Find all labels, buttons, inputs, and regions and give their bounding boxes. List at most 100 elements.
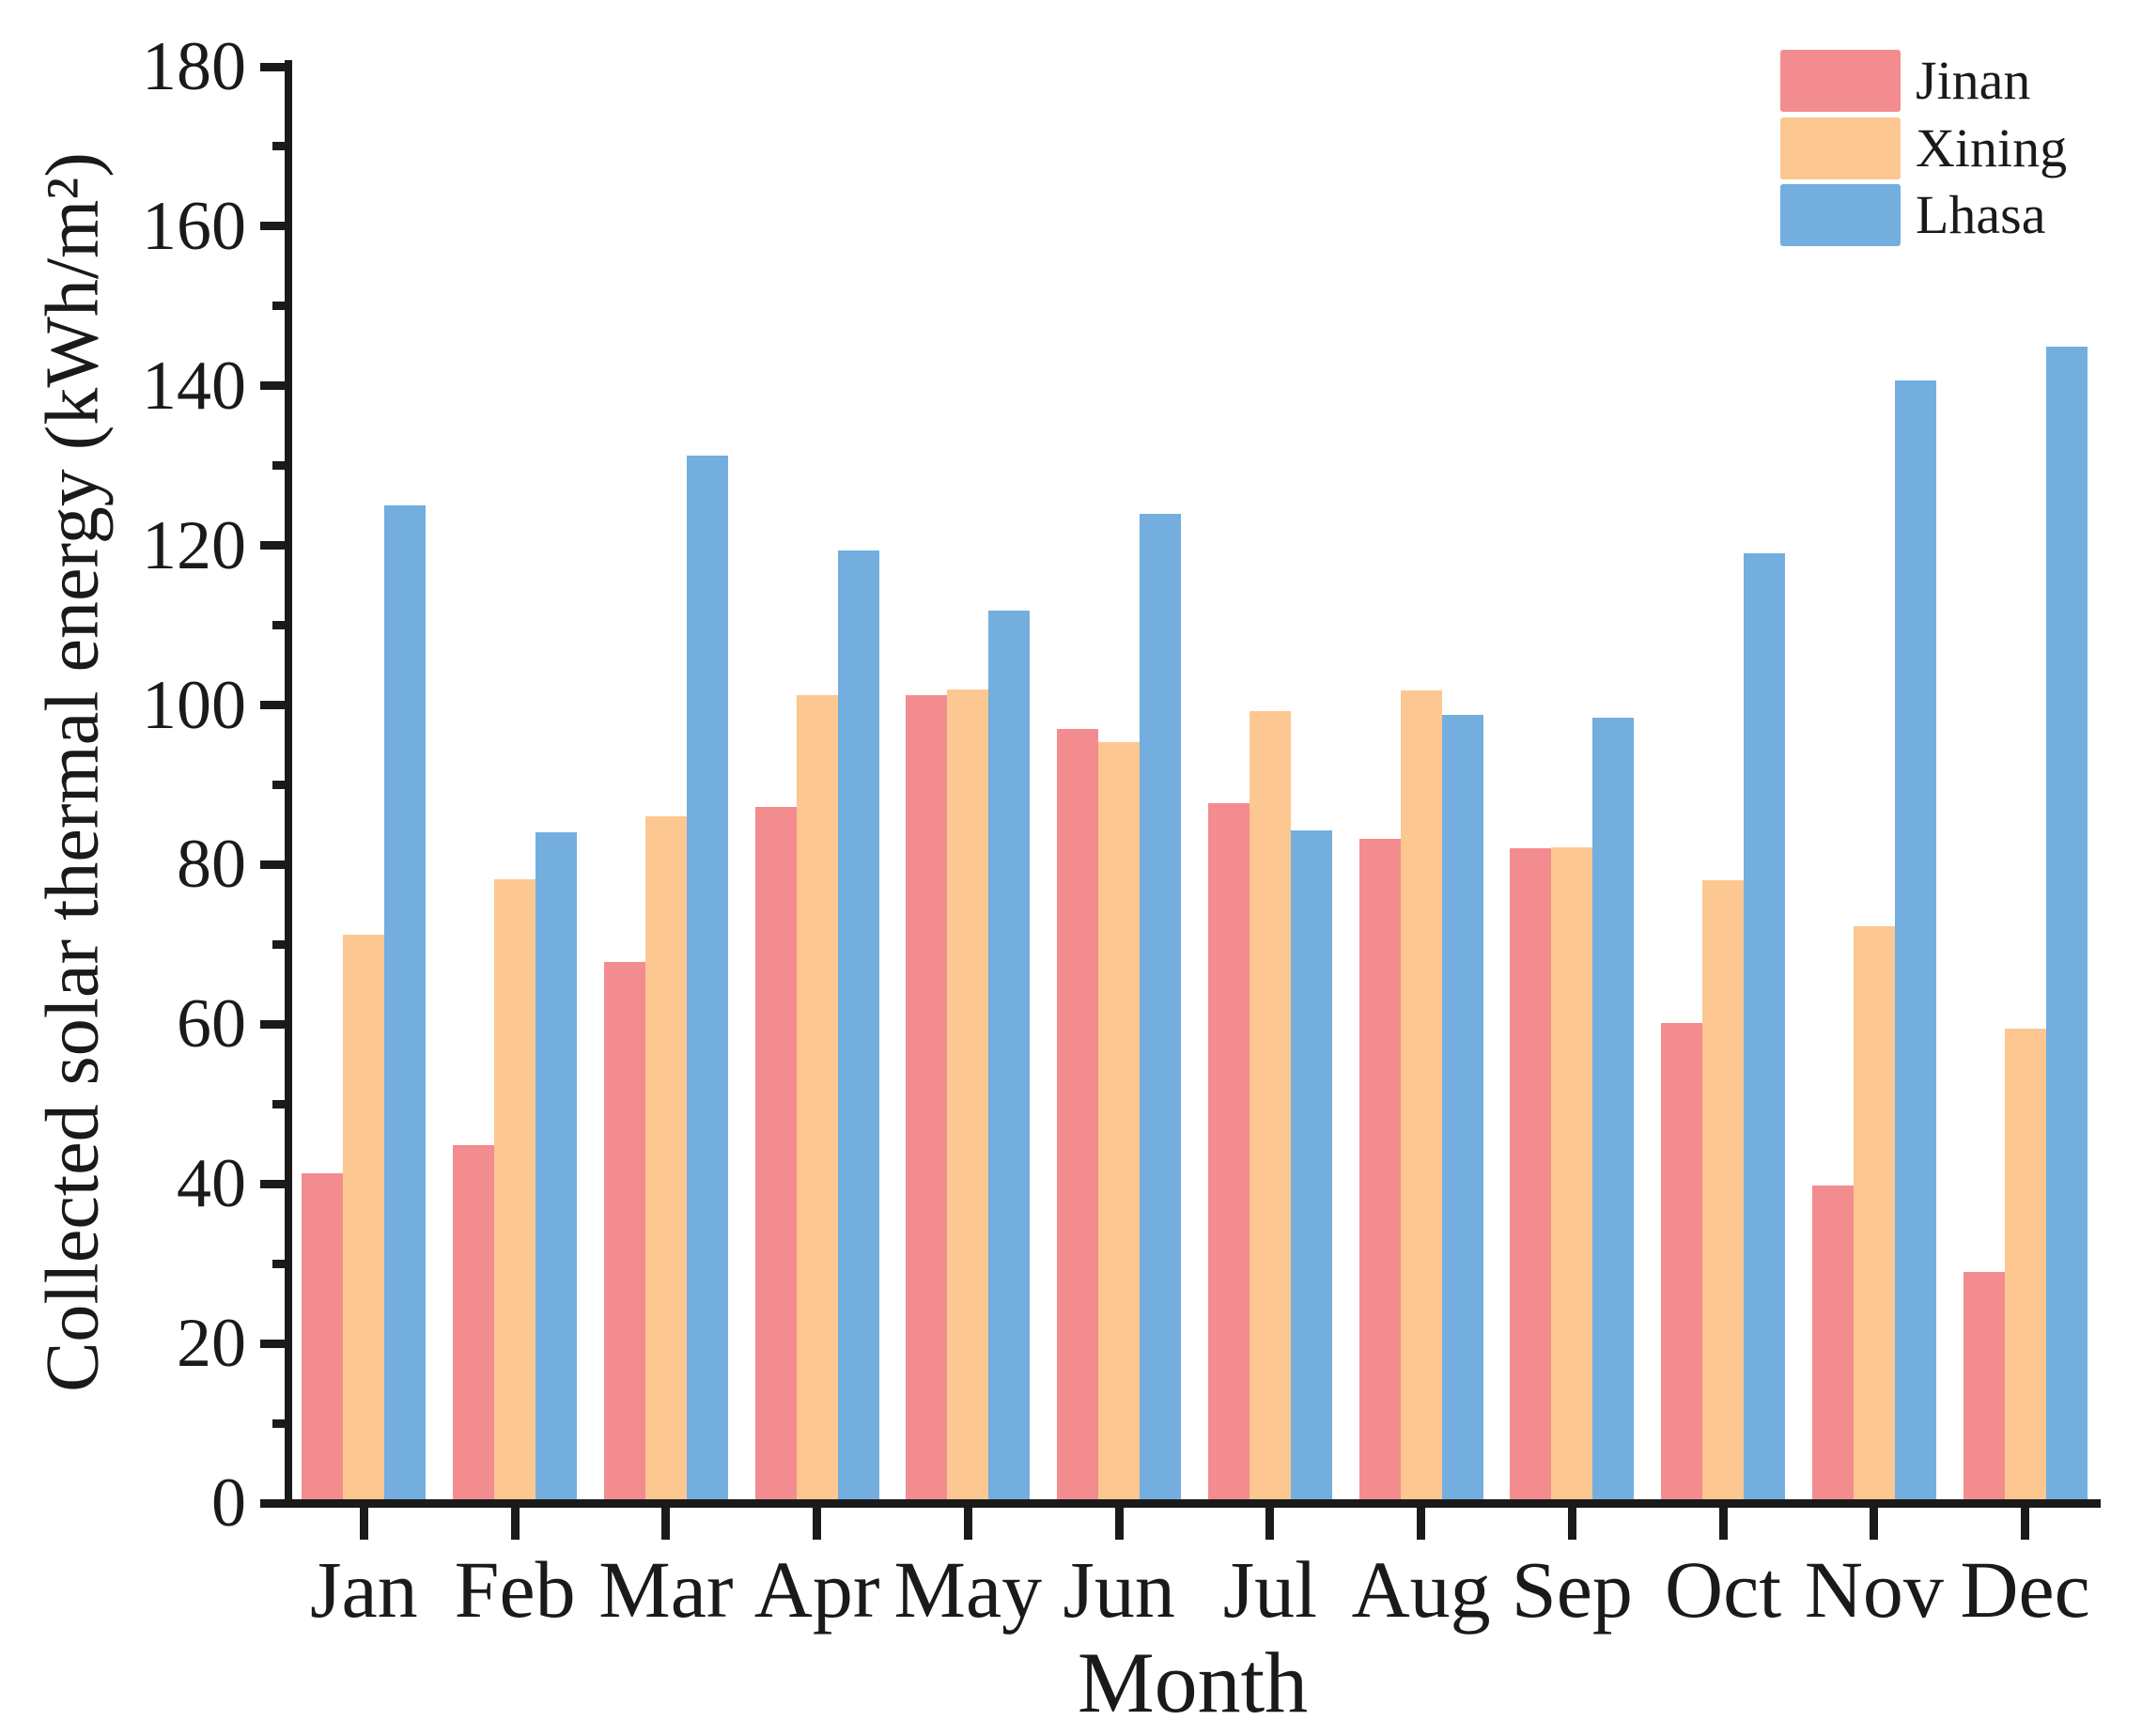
- bar-xining-dec: [2004, 1028, 2046, 1503]
- legend-swatch-lhasa: [1780, 184, 1901, 246]
- x-tick-label-feb: Feb: [454, 1544, 576, 1635]
- bar-xining-may: [947, 689, 989, 1503]
- bar-lhasa-jul: [1290, 829, 1332, 1503]
- bar-lhasa-feb: [536, 832, 578, 1503]
- bar-lhasa-apr: [837, 550, 879, 1503]
- y-axis-title: Collected solar thermal energy (kWh/m²): [31, 152, 115, 1392]
- bar-xining-apr: [796, 695, 838, 1503]
- y-tick-label: 20: [177, 1305, 246, 1383]
- bar-lhasa-jan: [384, 505, 427, 1503]
- bar-jinan-nov: [1811, 1185, 1854, 1503]
- y-minor-tick: [272, 461, 285, 471]
- x-tick-label-dec: Dec: [1960, 1544, 2090, 1635]
- bar-jinan-aug: [1358, 839, 1401, 1503]
- x-tick-label-apr: Apr: [753, 1544, 880, 1635]
- x-tick-label-jun: Jun: [1063, 1544, 1175, 1635]
- x-tick: [1567, 1504, 1576, 1540]
- bar-xining-feb: [494, 878, 536, 1503]
- y-major-tick: [260, 222, 285, 231]
- bar-xining-jul: [1249, 711, 1291, 1503]
- y-tick-label: 120: [142, 506, 246, 584]
- x-tick-label-nov: Nov: [1804, 1544, 1944, 1635]
- y-tick-label: 80: [177, 826, 246, 904]
- bar-xining-oct: [1702, 880, 1745, 1503]
- x-tick-label-mar: Mar: [598, 1544, 734, 1635]
- bar-lhasa-aug: [1441, 714, 1483, 1503]
- y-tick-label: 100: [142, 666, 246, 744]
- x-tick: [359, 1504, 368, 1540]
- y-tick-label: 40: [177, 1145, 246, 1223]
- y-minor-tick: [272, 142, 285, 151]
- x-tick-label-oct: Oct: [1665, 1544, 1782, 1635]
- x-axis-spine: [285, 1499, 2101, 1508]
- x-tick: [963, 1504, 972, 1540]
- y-tick-label: 60: [177, 985, 246, 1063]
- bar-jinan-oct: [1661, 1022, 1703, 1503]
- bar-jinan-sep: [1510, 848, 1552, 1503]
- bar-jinan-may: [906, 694, 948, 1503]
- x-tick: [510, 1504, 520, 1540]
- x-tick-label-may: May: [893, 1544, 1043, 1635]
- y-major-tick: [260, 1498, 285, 1508]
- y-tick-label: 160: [142, 187, 246, 265]
- y-major-tick: [260, 1339, 285, 1348]
- x-tick: [813, 1504, 822, 1540]
- y-minor-tick: [272, 939, 285, 949]
- x-tick: [2021, 1504, 2030, 1540]
- legend-swatch-xining: [1780, 116, 1901, 179]
- bar-jinan-dec: [1963, 1271, 2005, 1503]
- bar-xining-mar: [644, 815, 687, 1503]
- y-minor-tick: [272, 1099, 285, 1108]
- x-tick: [1114, 1504, 1124, 1540]
- x-tick: [1417, 1504, 1426, 1540]
- bar-jinan-apr: [754, 807, 797, 1503]
- x-tick-label-jul: Jul: [1222, 1544, 1318, 1635]
- bar-xining-sep: [1551, 846, 1593, 1503]
- legend: Jinan Xining Lhasa: [1780, 50, 2137, 256]
- y-major-tick: [260, 701, 285, 710]
- bar-xining-jan: [343, 935, 385, 1503]
- bar-jinan-feb: [453, 1145, 495, 1503]
- y-major-tick: [260, 541, 285, 550]
- y-minor-tick: [272, 1418, 285, 1428]
- y-tick-label: 0: [211, 1465, 246, 1542]
- bar-xining-aug: [1400, 690, 1442, 1503]
- bar-lhasa-may: [988, 611, 1031, 1503]
- bar-xining-nov: [1853, 925, 1895, 1503]
- legend-label-xining: Xining: [1916, 116, 2068, 178]
- y-major-tick: [260, 381, 285, 391]
- x-tick: [1265, 1504, 1275, 1540]
- y-minor-tick: [272, 781, 285, 789]
- y-minor-tick: [272, 621, 285, 630]
- y-axis-spine: [285, 60, 292, 1508]
- x-tick-label-sep: Sep: [1511, 1544, 1633, 1635]
- y-tick-label: 140: [142, 347, 246, 425]
- y-major-tick: [260, 1019, 285, 1029]
- bar-xining-jun: [1098, 742, 1141, 1503]
- bar-jinan-jul: [1207, 803, 1250, 1503]
- legend-swatch-jinan: [1780, 50, 1901, 112]
- bar-jinan-mar: [603, 962, 645, 1503]
- bar-jinan-jun: [1057, 729, 1099, 1503]
- bar-lhasa-oct: [1744, 553, 1786, 1503]
- y-minor-tick: [272, 1259, 285, 1268]
- x-tick: [1870, 1504, 1879, 1540]
- y-tick-label: 180: [142, 28, 246, 105]
- y-minor-tick: [272, 302, 285, 311]
- bar-jinan-jan: [302, 1173, 344, 1503]
- bar-lhasa-sep: [1592, 718, 1635, 1503]
- bar-lhasa-nov: [1894, 380, 1936, 1503]
- x-tick: [661, 1504, 671, 1540]
- legend-label-lhasa: Lhasa: [1916, 184, 2046, 245]
- legend-label-jinan: Jinan: [1916, 50, 2031, 111]
- x-tick-label-jan: Jan: [310, 1544, 418, 1635]
- x-tick-label-aug: Aug: [1351, 1544, 1491, 1635]
- y-major-tick: [260, 62, 285, 71]
- x-axis-title: Month: [1077, 1635, 1309, 1730]
- y-major-tick: [260, 1179, 285, 1188]
- x-tick: [1718, 1504, 1728, 1540]
- y-major-tick: [260, 860, 285, 869]
- bar-lhasa-dec: [2045, 347, 2088, 1503]
- bar-lhasa-mar: [686, 455, 728, 1503]
